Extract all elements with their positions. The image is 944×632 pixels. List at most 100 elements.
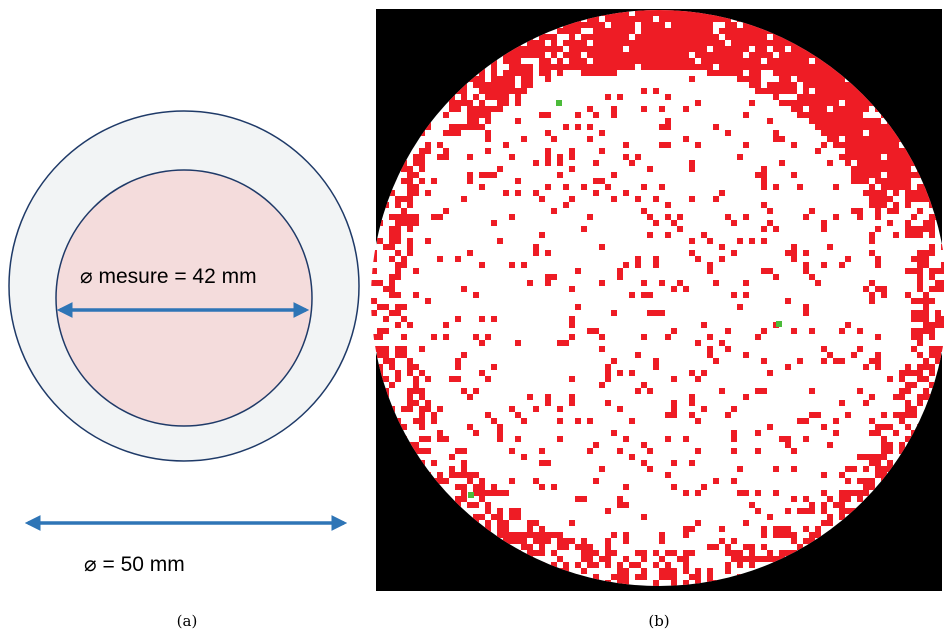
defect-pixel <box>743 28 749 34</box>
defect-pixel <box>677 28 683 34</box>
defect-pixel <box>635 262 641 268</box>
defect-pixel <box>605 184 611 190</box>
defect-pixel <box>671 580 677 586</box>
defect-pixel <box>803 436 809 442</box>
defect-pixel <box>719 64 725 70</box>
defect-pixel <box>797 106 803 112</box>
defect-pixel <box>395 370 401 376</box>
defect-pixel <box>605 556 611 562</box>
defect-pixel <box>845 478 851 484</box>
defect-pixel <box>875 466 881 472</box>
defect-pixel <box>467 394 473 400</box>
defect-pixel <box>659 16 665 22</box>
defect-pixel <box>707 70 713 76</box>
defect-pixel <box>515 190 521 196</box>
defect-pixel <box>773 34 779 40</box>
defect-pixel <box>557 436 563 442</box>
defect-pixel <box>731 58 737 64</box>
defect-pixel <box>455 106 461 112</box>
defect-pixel <box>911 370 917 376</box>
defect-pixel <box>833 88 839 94</box>
defect-pixel <box>473 124 479 130</box>
defect-pixel <box>635 10 641 16</box>
defect-pixel <box>461 352 467 358</box>
defect-pixel <box>551 208 557 214</box>
defect-pixel <box>713 280 719 286</box>
defect-pixel <box>545 532 551 538</box>
defect-pixel <box>689 412 695 418</box>
defect-pixel <box>593 478 599 484</box>
defect-pixel <box>869 124 875 130</box>
defect-pixel <box>461 490 467 496</box>
defect-pixel <box>461 448 467 454</box>
defect-pixel <box>641 292 647 298</box>
defect-pixel <box>539 544 545 550</box>
defect-pixel <box>833 94 839 100</box>
defect-pixel <box>701 46 707 52</box>
defect-pixel <box>857 154 863 160</box>
defect-pixel <box>689 526 695 532</box>
defect-pixel <box>815 148 821 154</box>
defect-pixel <box>695 574 701 580</box>
defect-pixel <box>485 376 491 382</box>
defect-pixel <box>707 352 713 358</box>
defect-pixel <box>593 40 599 46</box>
defect-pixel <box>785 298 791 304</box>
defect-pixel <box>851 136 857 142</box>
defect-pixel <box>797 58 803 64</box>
defect-pixel <box>527 40 533 46</box>
defect-pixel <box>911 268 917 274</box>
defect-pixel <box>737 562 743 568</box>
defect-pixel <box>395 274 401 280</box>
defect-pixel <box>923 226 929 232</box>
defect-pixel <box>389 238 395 244</box>
defect-pixel <box>767 514 773 520</box>
defect-pixel <box>485 130 491 136</box>
defect-pixel <box>659 46 665 52</box>
defect-pixel <box>923 220 929 226</box>
defect-pixel <box>659 142 665 148</box>
defect-pixel <box>917 298 923 304</box>
defect-pixel <box>527 532 533 538</box>
defect-pixel <box>659 58 665 64</box>
defect-pixel <box>497 520 503 526</box>
defect-pixel <box>401 256 407 262</box>
defect-pixel <box>593 442 599 448</box>
defect-pixel <box>683 526 689 532</box>
defect-pixel <box>623 436 629 442</box>
defect-pixel <box>887 154 893 160</box>
defect-pixel <box>569 394 575 400</box>
defect-pixel <box>827 352 833 358</box>
defect-pixel <box>899 172 905 178</box>
defect-pixel <box>887 160 893 166</box>
defect-pixel <box>623 52 629 58</box>
defect-pixel <box>605 34 611 40</box>
defect-pixel <box>683 286 689 292</box>
defect-pixel <box>641 22 647 28</box>
defect-pixel <box>689 370 695 376</box>
defect-pixel <box>575 268 581 274</box>
defect-pixel <box>569 64 575 70</box>
defect-pixel <box>383 316 389 322</box>
defect-pixel <box>887 172 893 178</box>
defect-pixel <box>395 292 401 298</box>
defect-pixel <box>389 190 395 196</box>
defect-pixel <box>833 358 839 364</box>
defect-pixel <box>839 496 845 502</box>
defect-pixel <box>395 352 401 358</box>
defect-pixel <box>935 286 941 292</box>
defect-pixel <box>467 106 473 112</box>
defect-pixel <box>917 310 923 316</box>
defect-pixel <box>635 154 641 160</box>
defect-pixel <box>611 40 617 46</box>
defect-pixel <box>761 268 767 274</box>
defect-pixel <box>725 46 731 52</box>
defect-pixel <box>845 466 851 472</box>
defect-pixel <box>851 142 857 148</box>
defect-pixel <box>611 358 617 364</box>
defect-pixel <box>485 118 491 124</box>
defect-pixel <box>419 418 425 424</box>
defect-pixel <box>893 154 899 160</box>
defect-pixel <box>425 148 431 154</box>
defect-pixel <box>779 88 785 94</box>
